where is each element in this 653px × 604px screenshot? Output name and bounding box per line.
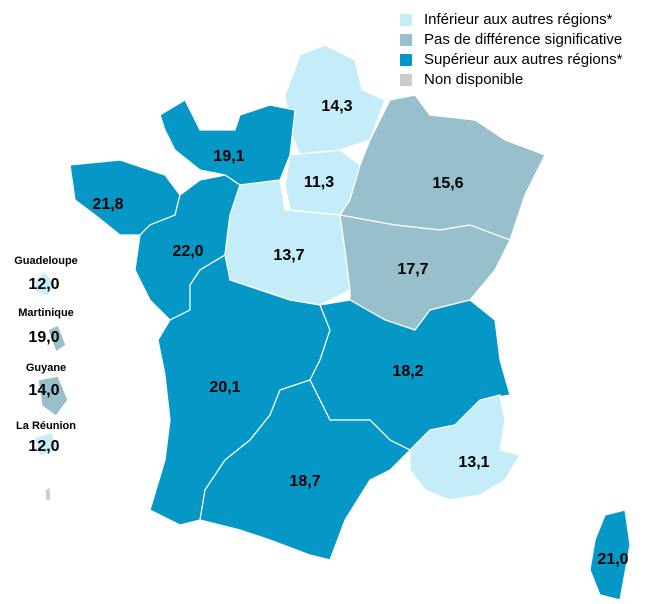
legend-label: Non disponible (424, 71, 523, 88)
region (47, 324, 67, 353)
region-value: 17,7 (397, 261, 428, 278)
region-value: 19,0 (28, 329, 59, 346)
region (589, 509, 631, 601)
region-value: 14,3 (321, 98, 352, 115)
region (34, 271, 56, 297)
legend-swatch (400, 34, 412, 46)
region (37, 375, 69, 417)
region-value: 20,1 (209, 379, 240, 396)
legend-label: Inférieur aux autres régions* (424, 11, 613, 28)
legend-swatch (400, 54, 412, 66)
region-value: 13,1 (458, 454, 489, 471)
legend-label: Pas de différence significative (424, 31, 622, 48)
legend-swatch (400, 14, 412, 26)
legend-swatch (400, 74, 412, 86)
region-value: 22,0 (172, 243, 203, 260)
mayotte-region (44, 485, 52, 502)
region (33, 431, 59, 457)
region-name: Guadeloupe (14, 255, 78, 267)
region (409, 394, 521, 501)
region (159, 99, 296, 186)
region (284, 44, 386, 156)
region-value: 18,7 (289, 473, 320, 490)
region-name: Guyane (26, 362, 66, 374)
region (199, 379, 412, 561)
legend-label: Supérieur aux autres régions* (424, 51, 623, 68)
region-value: 21,0 (597, 551, 628, 568)
region-name: La Réunion (16, 420, 76, 432)
region-value: 15,6 (432, 175, 463, 192)
region-value: 12,0 (28, 438, 59, 455)
region-value: 13,7 (273, 247, 304, 264)
region-value: 19,1 (213, 148, 244, 165)
region-name: Martinique (18, 307, 74, 319)
region-value: 12,0 (28, 276, 59, 293)
region-value: 11,3 (304, 174, 334, 191)
region-value: 18,2 (392, 363, 423, 380)
region-value: 21,8 (92, 196, 123, 213)
region-value: 14,0 (28, 382, 59, 399)
region (338, 94, 546, 241)
